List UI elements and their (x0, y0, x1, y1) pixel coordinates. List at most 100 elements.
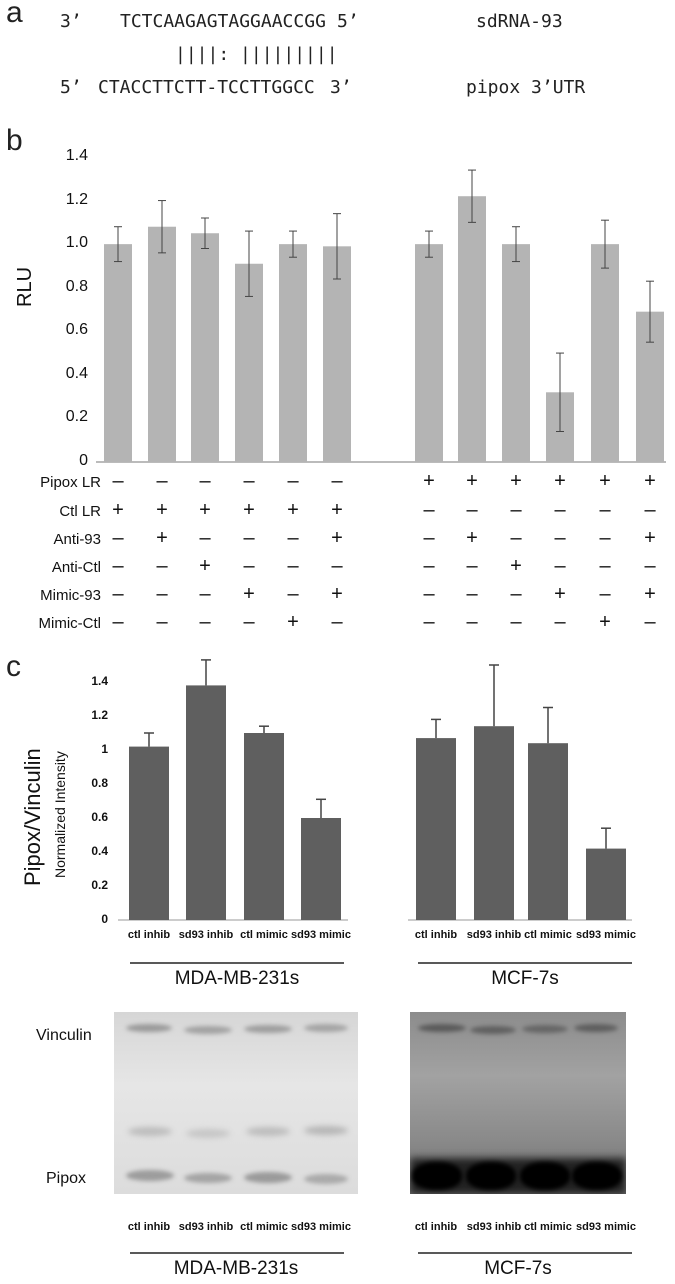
panel-label-b: b (6, 124, 23, 157)
blot-lane-label: ctl mimic (240, 1221, 288, 1233)
condition-sign: – (466, 583, 478, 605)
rlu-y-tick-label: 0.4 (65, 364, 88, 382)
condition-sign: – (423, 499, 435, 521)
pipox-vinculin-chart (118, 659, 632, 964)
rlu-bar (148, 226, 176, 462)
c-category-label: ctl inhib (414, 929, 458, 941)
condition-sign: + (287, 611, 299, 633)
condition-sign: – (243, 527, 255, 549)
rlu-bar (191, 233, 219, 462)
condition-sign: + (510, 470, 522, 492)
c-y-tick-label: 1.4 (91, 674, 108, 688)
condition-sign: + (423, 470, 435, 492)
condition-sign: – (510, 527, 522, 549)
sdrna-sequence: TCTCAAGAGTAGGAACCGG (120, 11, 326, 32)
condition-sign: + (112, 499, 124, 521)
c-category-label: ctl inhib (127, 929, 171, 941)
condition-sign: – (156, 611, 168, 633)
c-y-tick-label: 1.2 (91, 708, 108, 722)
rlu-y-tick-label: 1.2 (65, 190, 88, 208)
rlu-bar (415, 244, 443, 462)
blot-lane-label: sd93 inhib (178, 1221, 234, 1233)
c-bar (586, 848, 626, 920)
blot-label-vinculin: Vinculin (36, 1027, 92, 1044)
bottom-3prime: 3’ (330, 77, 352, 98)
condition-sign: – (466, 499, 478, 521)
c-category-label: sd93 mimic (291, 929, 351, 941)
condition-sign: – (112, 470, 124, 492)
condition-sign: – (554, 611, 566, 633)
rlu-bar (104, 244, 132, 462)
rlu-y-tick-label: 1.0 (65, 234, 88, 252)
c-bar (528, 743, 568, 920)
condition-sign: – (466, 611, 478, 633)
condition-row-label: Ctl LR (59, 503, 101, 520)
condition-sign: – (599, 527, 611, 549)
condition-sign: + (599, 470, 611, 492)
blot-group-mcf: MCF-7s (484, 1258, 552, 1279)
blot-mda (114, 1012, 358, 1194)
panel-label-c: c (6, 650, 21, 683)
rlu-bar (279, 244, 307, 462)
condition-sign: – (510, 583, 522, 605)
blot-lane-label: sd93 mimic (291, 1221, 351, 1233)
condition-sign: – (199, 583, 211, 605)
condition-sign: – (644, 499, 656, 521)
condition-sign: – (423, 611, 435, 633)
condition-sign: + (466, 527, 478, 549)
rlu-y-tick-label: 0 (79, 452, 88, 469)
condition-sign: – (243, 470, 255, 492)
blot-lane-label: ctl inhib (127, 1221, 171, 1233)
c-bar (186, 685, 226, 920)
rlu-bar (458, 196, 486, 462)
condition-row-label: Pipox LR (40, 474, 101, 491)
c-bar (244, 733, 284, 920)
panel-label-a: a (6, 0, 23, 29)
blot-lane-label: sd93 inhib (466, 1221, 522, 1233)
condition-sign: + (156, 499, 168, 521)
condition-sign: + (644, 583, 656, 605)
condition-row-label: Mimic-Ctl (38, 615, 101, 632)
condition-sign: + (644, 470, 656, 492)
blot-lane-label: ctl inhib (414, 1221, 458, 1233)
c-category-label: ctl mimic (524, 929, 572, 941)
condition-sign: – (287, 470, 299, 492)
rlu-y-tick-label: 1.4 (65, 147, 88, 164)
c-bar (416, 738, 456, 920)
condition-sign: – (599, 583, 611, 605)
condition-sign: – (554, 527, 566, 549)
c-bar (301, 818, 341, 920)
top-3prime: 3’ (60, 11, 82, 32)
condition-row-label: Mimic-93 (40, 587, 101, 604)
condition-sign: + (466, 470, 478, 492)
condition-sign: + (331, 583, 343, 605)
condition-sign: + (156, 527, 168, 549)
condition-sign: – (466, 555, 478, 577)
condition-sign: – (287, 583, 299, 605)
c-y-tick-label: 0 (101, 912, 108, 926)
condition-sign: + (287, 499, 299, 521)
rlu-y-tick-label: 0.8 (65, 277, 88, 295)
condition-sign: – (510, 611, 522, 633)
condition-sign: – (287, 527, 299, 549)
condition-sign: – (156, 470, 168, 492)
condition-sign: + (554, 583, 566, 605)
c-y-tick-label: 0.6 (91, 810, 108, 824)
blot-group-mda: MDA-MB-231s (173, 1258, 299, 1279)
condition-sign: + (243, 583, 255, 605)
condition-sign: – (554, 499, 566, 521)
c-category-label: sd93 inhib (178, 929, 234, 941)
condition-sign: – (644, 555, 656, 577)
rlu-y-tick-label: 0.6 (65, 321, 88, 339)
condition-sign: – (156, 555, 168, 577)
condition-sign: + (199, 555, 211, 577)
utr-sequence: CTACCTTCTT-TCCTTGGCC (98, 77, 315, 98)
condition-sign: – (112, 555, 124, 577)
pairing-bars: ||||: ||||||||| (175, 44, 338, 65)
condition-sign: – (199, 470, 211, 492)
c-category-label: ctl mimic (240, 929, 288, 941)
c-category-label: sd93 mimic (576, 929, 636, 941)
condition-sign: – (243, 555, 255, 577)
blot-lane-label: sd93 mimic (576, 1221, 636, 1233)
